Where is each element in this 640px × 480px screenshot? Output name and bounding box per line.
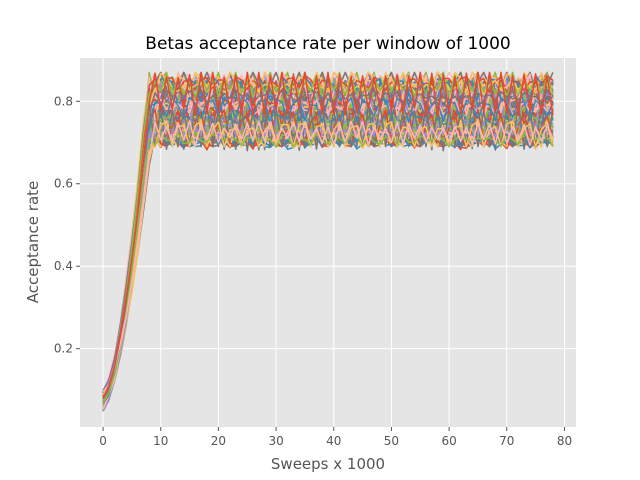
chart-title: Betas acceptance rate per window of 1000	[145, 34, 510, 54]
y-axis-label: Acceptance rate	[24, 181, 42, 304]
x-tick-label: 50	[384, 434, 399, 448]
x-tick-label: 40	[326, 434, 341, 448]
y-tick-label: 0.4	[54, 259, 73, 273]
series-line	[102, 119, 554, 392]
x-axis-label: Sweeps x 1000	[271, 455, 385, 473]
x-tick-label: 80	[557, 434, 572, 448]
x-tick-label: 20	[211, 434, 226, 448]
x-tick-label: 10	[153, 434, 168, 448]
x-tick-label: 0	[99, 434, 107, 448]
series-line	[102, 132, 554, 403]
y-tick-label: 0.6	[54, 177, 73, 191]
series-line	[102, 120, 554, 395]
x-tick-label: 30	[268, 434, 283, 448]
y-axis-ticks: 0.2 0.4 0.6 0.8	[54, 94, 80, 356]
y-tick-label: 0.2	[54, 342, 73, 356]
x-axis-ticks: 0 10 20 30 40 50 60 70 80	[99, 427, 572, 448]
x-tick-label: 60	[441, 434, 456, 448]
series-lines	[102, 71, 554, 412]
series-line	[102, 71, 554, 399]
x-tick-label: 70	[499, 434, 514, 448]
series-line	[102, 96, 554, 404]
y-tick-label: 0.8	[54, 94, 73, 108]
